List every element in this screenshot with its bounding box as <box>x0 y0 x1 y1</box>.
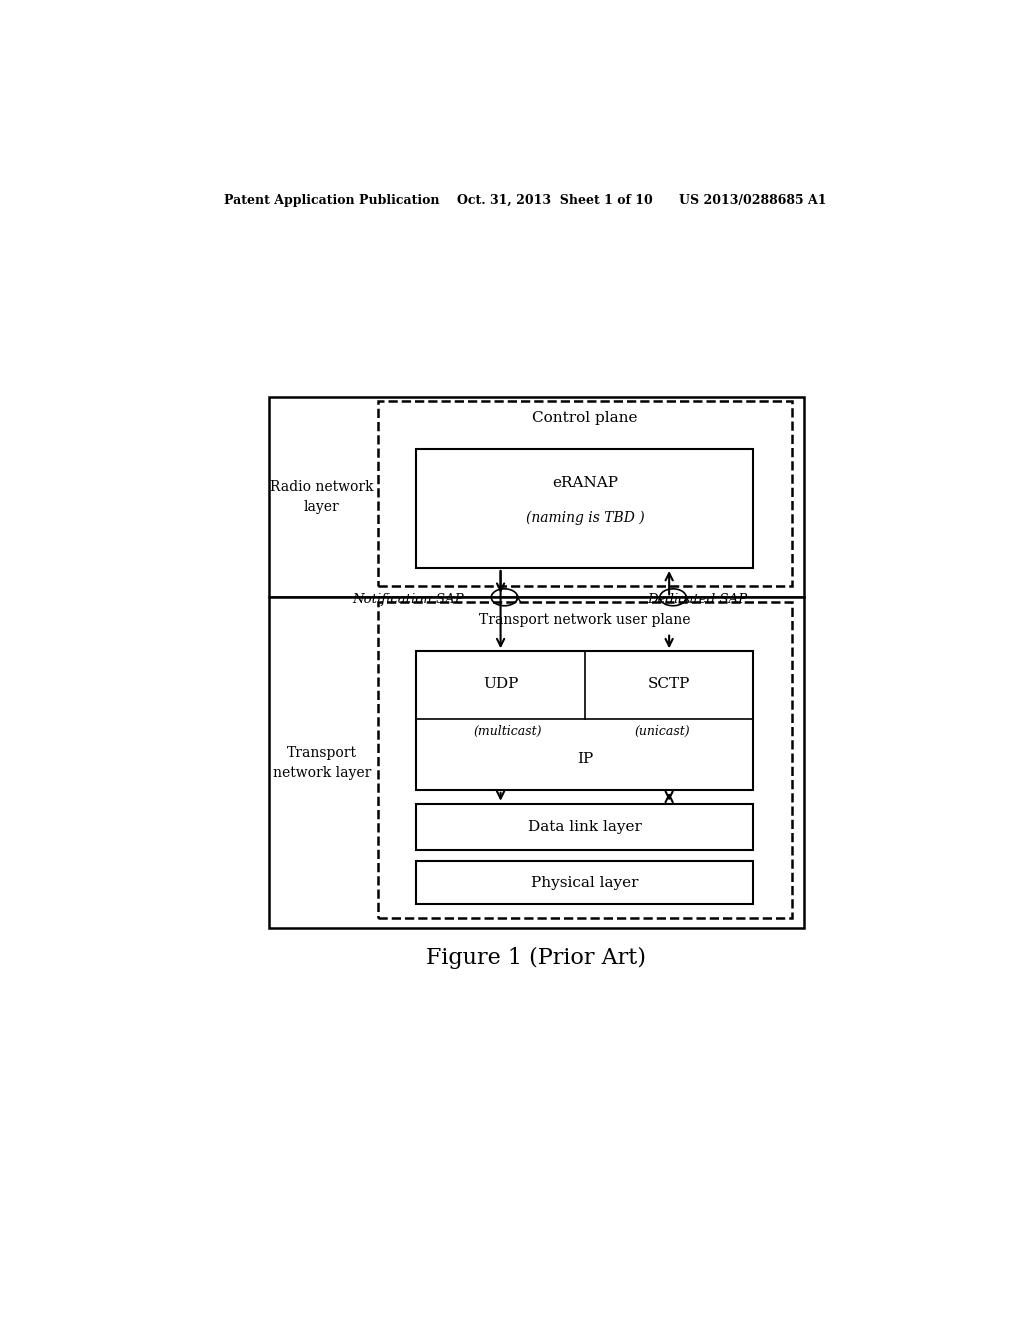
Text: SCTP: SCTP <box>648 677 690 690</box>
Bar <box>378 401 793 586</box>
Bar <box>417 804 754 850</box>
Bar <box>417 862 754 904</box>
Text: (naming is TBD ): (naming is TBD ) <box>525 511 644 525</box>
Text: Figure 1 (Prior Art): Figure 1 (Prior Art) <box>426 946 646 969</box>
Text: Radio network
layer: Radio network layer <box>270 480 374 513</box>
Text: Physical layer: Physical layer <box>531 875 639 890</box>
Text: UDP: UDP <box>483 677 518 690</box>
Text: Transport network user plane: Transport network user plane <box>479 614 690 627</box>
Text: eRANAP: eRANAP <box>552 477 617 490</box>
Text: (multicast): (multicast) <box>473 725 542 738</box>
Bar <box>417 449 754 568</box>
Bar <box>269 598 804 928</box>
Text: Control plane: Control plane <box>532 411 638 425</box>
Text: Patent Application Publication    Oct. 31, 2013  Sheet 1 of 10      US 2013/0288: Patent Application Publication Oct. 31, … <box>223 194 826 207</box>
Text: Data link layer: Data link layer <box>528 820 642 834</box>
Bar <box>269 397 804 598</box>
Text: IP: IP <box>577 752 593 766</box>
Text: Dedicated SAP: Dedicated SAP <box>647 593 748 606</box>
Text: Transport
network layer: Transport network layer <box>272 746 371 780</box>
Bar <box>417 651 754 789</box>
Bar <box>378 602 793 917</box>
Text: Notification SAP: Notification SAP <box>352 593 464 606</box>
Text: (unicast): (unicast) <box>635 725 690 738</box>
